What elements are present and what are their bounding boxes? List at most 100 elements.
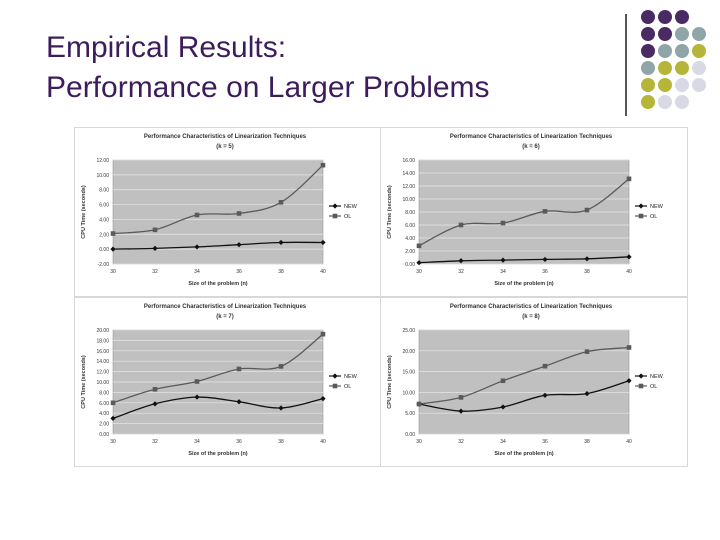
x-tick-label: 40 [320,439,326,445]
x-tick-label: 30 [416,439,422,445]
x-tick-label: 30 [110,439,116,445]
x-tick-label: 32 [152,269,158,275]
data-point-new [500,257,506,263]
chart-title: Performance Characteristics of Lineariza… [450,134,613,140]
y-tick-label: 2.00 [405,249,415,255]
legend-marker-ol [638,383,644,389]
data-point-ol [584,207,590,213]
chart-panel-k8: Performance Characteristics of Lineariza… [380,297,688,467]
chart-k7: Performance Characteristics of Lineariza… [81,304,358,457]
decorative-dot [641,10,655,24]
slide-title-line1: Empirical Results: [46,31,287,64]
data-point-ol [500,220,506,226]
legend-label-new: NEW [344,204,358,210]
legend-label-ol: OL [344,214,351,220]
data-point-ol [542,209,548,214]
data-point-ol [416,243,422,249]
data-point-new [278,239,284,246]
data-point-new [194,244,200,250]
legend-marker-new [332,373,338,379]
x-axis-label: Size of the problem (n) [188,281,247,287]
decorative-dot [658,10,672,24]
y-tick-label: 8.00 [99,390,109,396]
data-point-ol [236,211,242,216]
data-point-ol [458,222,464,228]
data-point-ol [152,227,158,233]
data-point-ol [194,379,200,384]
y-tick-label: 20.00 [402,349,415,355]
series-line-new [418,380,630,412]
chart-k5: Performance Characteristics of Lineariza… [81,134,358,287]
legend-label-new: NEW [650,374,664,380]
legend-marker-ol [638,213,644,219]
data-point-ol [500,378,506,384]
chart-title: Performance Characteristics of Lineariza… [144,134,307,140]
y-tick-label: 25.00 [402,328,415,334]
decorative-dot [675,95,689,109]
decorative-dot [658,78,672,92]
x-tick-label: 30 [416,269,422,275]
y-tick-label: 16.00 [96,349,109,355]
decorative-dot [641,27,655,41]
legend-label-new: NEW [344,374,358,380]
chart-subtitle: (k = 6) [522,144,540,150]
decorative-dot [692,44,706,58]
y-axis-label: CPU Time (seconds) [387,185,393,239]
y-tick-label: 18.00 [96,338,109,344]
y-axis-label: CPU Time (seconds) [387,355,393,409]
data-point-new [500,404,506,410]
chart-k6: Performance Characteristics of Lineariza… [387,134,664,287]
x-tick-label: 36 [236,439,242,445]
decorative-dot [675,27,689,41]
decorative-dot [658,95,672,109]
decorative-dot [641,78,655,92]
x-tick-label: 40 [626,269,632,275]
data-point-ol [152,386,158,392]
title-divider-line [625,14,627,116]
decorative-dot [675,44,689,58]
legend-marker-new [638,203,644,209]
data-point-new [542,256,548,263]
chart-subtitle: (k = 8) [522,314,540,320]
data-point-new [626,378,632,384]
x-tick-label: 32 [458,269,464,275]
x-tick-label: 40 [626,439,632,445]
x-tick-label: 38 [278,269,284,275]
data-point-new [542,392,548,398]
chart-panel-k5: Performance Characteristics of Lineariza… [74,127,382,297]
data-point-ol [194,212,200,218]
y-tick-label: -2.00 [98,262,110,268]
y-tick-label: 14.00 [402,171,415,177]
y-tick-label: 10.00 [96,173,109,179]
chart-title: Performance Characteristics of Lineariza… [450,304,613,310]
x-tick-label: 36 [542,439,548,445]
y-tick-label: 4.00 [99,411,109,417]
chart-subtitle: (k = 5) [216,144,234,150]
y-tick-label: 4.00 [99,217,109,223]
x-tick-label: 30 [110,269,116,275]
data-point-new [236,399,242,405]
decorative-dot [692,78,706,92]
series-line-new [418,256,630,264]
y-tick-label: 12.00 [96,370,109,376]
data-point-ol [320,162,326,168]
x-tick-label: 36 [236,269,242,275]
x-tick-label: 38 [278,439,284,445]
legend-label-ol: OL [344,384,351,390]
legend-label-ol: OL [650,214,657,220]
data-point-ol [110,231,116,236]
chart-title: Performance Characteristics of Lineariza… [144,304,307,310]
y-tick-label: 0.00 [99,247,109,253]
data-point-new [458,258,464,264]
legend-marker-ol [332,213,338,219]
chart-subtitle: (k = 7) [216,314,234,320]
series-line-ol [418,178,630,247]
x-tick-label: 38 [584,269,590,275]
series-line-new [112,396,324,420]
data-point-ol [542,363,548,369]
decorative-dot [658,61,672,75]
decorative-dot [692,61,706,75]
y-tick-label: 14.00 [96,359,109,365]
x-tick-label: 36 [542,269,548,275]
y-tick-label: 2.00 [99,422,109,428]
